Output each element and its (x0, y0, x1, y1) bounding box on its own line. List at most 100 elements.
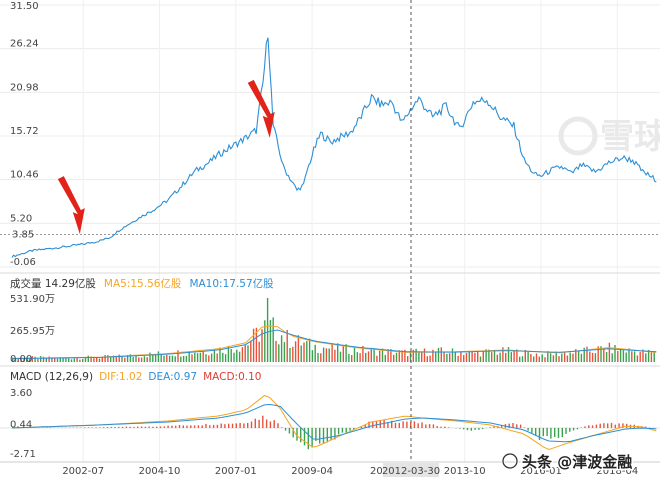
volume-bar (639, 352, 641, 362)
volume-legend-item: MA10:17.57亿股 (189, 277, 274, 290)
volume-bar (135, 355, 137, 362)
volume-bar (645, 353, 647, 362)
macd-histogram-bar (110, 426, 112, 428)
macd-histogram-bar (444, 426, 446, 428)
volume-bar (51, 358, 53, 362)
volume-bar (73, 358, 75, 362)
volume-bar (600, 346, 602, 362)
volume-bar (561, 353, 563, 362)
volume-bar (194, 352, 196, 362)
macd-histogram-bar (610, 422, 613, 428)
macd-histogram-bar (258, 419, 260, 428)
macd-histogram-bar (281, 427, 283, 428)
volume-bar (275, 340, 277, 362)
macd-histogram-bar (228, 423, 230, 428)
volume-bar (230, 349, 232, 362)
macd-histogram-bar (364, 424, 366, 428)
volume-bar (157, 351, 160, 362)
volume-bar (34, 356, 36, 362)
volume-bar (261, 329, 263, 362)
volume-bar (510, 352, 512, 362)
macd-histogram-bar (398, 422, 400, 428)
macd-histogram-bar (326, 427, 328, 443)
macd-histogram-bar (622, 423, 624, 428)
macd-histogram-bar (84, 427, 86, 428)
volume-bar (132, 356, 134, 362)
volume-bar (241, 347, 244, 362)
volume-bar (653, 351, 655, 362)
volume-bar (82, 359, 84, 362)
volume-bar (205, 354, 207, 362)
volume-bar (477, 351, 479, 362)
volume-bar (373, 348, 375, 362)
macd-histogram-bar (463, 427, 465, 430)
volume-bar (320, 353, 322, 362)
macd-legend-item: DIF:1.02 (99, 371, 142, 383)
annotation-arrow-icon (57, 176, 85, 235)
price-line (11, 37, 657, 258)
volume-bar (104, 355, 106, 362)
volume-bar (435, 351, 437, 362)
volume-bar (90, 356, 92, 362)
macd-histogram-bar (519, 424, 522, 428)
macd-histogram-bar (538, 427, 541, 440)
volume-bar (31, 356, 33, 362)
volume-bar (619, 348, 622, 362)
macd-histogram-bar (254, 418, 256, 428)
macd-histogram-bar (531, 427, 533, 433)
macd-histogram-bar (341, 427, 344, 433)
volume-bar (351, 355, 353, 362)
macd-histogram-bar (129, 426, 131, 428)
volume-bar (597, 346, 599, 362)
volume-bar (216, 353, 218, 362)
volume-bar (572, 353, 574, 362)
volume-bar (107, 355, 109, 362)
macd-histogram-bar (391, 420, 393, 428)
volume-bar (54, 357, 56, 362)
macd-histogram-bar (428, 424, 431, 428)
macd-histogram-bar (121, 426, 124, 428)
volume-bar (98, 358, 101, 362)
volume-bar (628, 348, 630, 362)
volume-bar (311, 350, 314, 362)
volume-bar (42, 356, 45, 362)
volume-bar (129, 354, 132, 362)
macd-histogram-bar (103, 427, 105, 428)
volume-bar (379, 350, 381, 362)
volume-bar (622, 350, 625, 362)
macd-histogram-bar (459, 427, 461, 429)
price-tick-label: 31.50 (10, 1, 39, 12)
volume-bar (440, 347, 442, 362)
volume-bar (224, 354, 227, 362)
volume-bar (446, 353, 448, 362)
volume-bar (266, 298, 269, 362)
volume-bar (70, 359, 73, 362)
volume-bar (20, 357, 22, 362)
volume-bar (415, 348, 417, 362)
macd-histogram-bar (523, 427, 526, 428)
macd-histogram-bar (300, 427, 302, 443)
macd-histogram-bar (273, 420, 275, 428)
volume-bar (370, 347, 372, 362)
volume-bar (575, 349, 577, 362)
caption-text: 头条 @津波金融 (522, 453, 632, 471)
macd-histogram-bar (421, 422, 423, 428)
volume-bar (272, 317, 274, 362)
volume-bar (96, 357, 98, 362)
volume-tick-label: 0.00 (10, 354, 32, 365)
volume-bar (625, 352, 627, 362)
macd-histogram-bar (565, 427, 567, 434)
macd-histogram-bar (572, 427, 575, 431)
volume-bar (191, 354, 193, 362)
volume-ma5-line (11, 325, 657, 359)
macd-histogram-bar (360, 426, 363, 428)
macd-histogram-bar (554, 427, 556, 437)
volume-bar (429, 355, 431, 362)
volume-bar (255, 327, 258, 362)
volume-bar (138, 357, 140, 362)
reference-line-label: 3.85 (12, 230, 34, 241)
volume-bar (180, 356, 182, 362)
macd-histogram-bar (535, 427, 537, 436)
volume-bar (59, 357, 61, 362)
